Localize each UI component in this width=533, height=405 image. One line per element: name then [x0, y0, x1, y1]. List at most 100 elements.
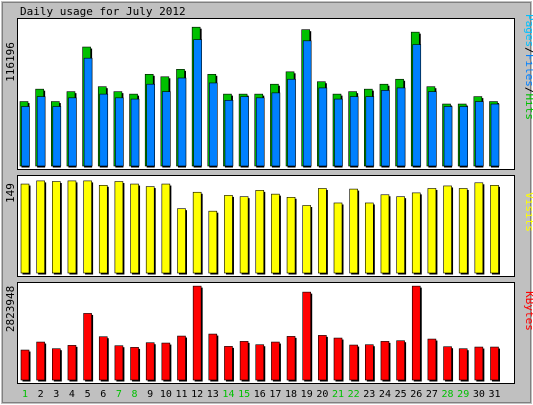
bars-layer: [19, 26, 500, 382]
visits-bar-day-13: [208, 210, 218, 274]
files-bar-day-31: [490, 103, 500, 167]
visits-bar-day-18: [286, 196, 296, 274]
day-label-8: 8: [132, 389, 138, 400]
files-bar-day-24: [381, 90, 390, 167]
legend-kbytes: KBytes: [523, 291, 533, 331]
kbytes-bar-day-8: [130, 347, 139, 381]
day-label-14: 14: [222, 389, 234, 400]
day-label-10: 10: [160, 389, 172, 400]
kbytes-bar-day-7: [114, 345, 124, 381]
visits-bar-day-2: [36, 180, 45, 274]
legend-sep-1: /: [523, 47, 533, 54]
files-bar-day-13: [209, 82, 218, 167]
day-label-24: 24: [379, 389, 391, 400]
day-label-31: 31: [488, 389, 500, 400]
visits-bar-day-7: [114, 181, 124, 274]
day-label-16: 16: [254, 389, 266, 400]
kbytes-bar-day-12: [192, 285, 202, 381]
kbytes-bar-day-10: [161, 342, 171, 381]
kbytes-bar-day-2: [36, 341, 45, 381]
kbytes-bar-day-1: [20, 349, 30, 381]
files-bar-day-2: [36, 96, 46, 167]
day-label-21: 21: [332, 389, 344, 400]
files-bar-day-21: [334, 98, 343, 167]
kbytes-bar-day-22: [349, 344, 358, 381]
day-label-23: 23: [363, 389, 375, 400]
files-bar-day-10: [162, 91, 171, 167]
kbytes-bar-day-30: [474, 346, 484, 381]
hits-ymax-label: 116196: [4, 42, 17, 82]
files-bar-day-5: [83, 57, 93, 167]
visits-bar-day-1: [20, 183, 30, 274]
legend-sep-2: /: [523, 87, 533, 94]
files-bar-day-6: [99, 93, 109, 167]
day-label-9: 9: [147, 389, 153, 400]
day-label-11: 11: [175, 389, 187, 400]
day-label-1: 1: [22, 389, 28, 400]
legend-hits: Hits: [523, 94, 533, 121]
visits-bar-day-12: [192, 191, 202, 274]
files-bar-day-11: [177, 77, 187, 167]
day-label-17: 17: [269, 389, 281, 400]
files-bar-day-19: [302, 40, 312, 167]
day-label-5: 5: [85, 389, 91, 400]
chart-title: Daily usage for July 2012: [20, 5, 186, 18]
kbytes-bar-day-3: [51, 348, 61, 381]
day-label-12: 12: [191, 389, 203, 400]
pages-files-hits-legend: Pages/Files/Hits: [523, 14, 533, 120]
files-bar-day-30: [475, 101, 484, 167]
kbytes-bar-day-17: [271, 341, 280, 381]
files-bar-day-20: [318, 87, 328, 167]
day-label-22: 22: [348, 389, 360, 400]
files-bar-day-1: [21, 106, 30, 167]
kbytes-bar-day-18: [286, 336, 296, 381]
files-bar-day-25: [396, 87, 406, 167]
visits-bar-day-11: [177, 208, 186, 274]
day-label-2: 2: [38, 389, 44, 400]
visits-bar-day-15: [239, 196, 249, 274]
visits-bar-day-31: [490, 185, 499, 274]
day-label-30: 30: [473, 389, 485, 400]
day-label-3: 3: [53, 389, 59, 400]
visits-bar-day-23: [364, 202, 374, 274]
visits-bar-day-28: [443, 185, 452, 274]
kbytes-bar-day-24: [380, 341, 390, 381]
visits-bar-day-3: [51, 181, 61, 274]
day-labels-layer: 1 2 3 4 5 6 7 8 9 10 11 12 13 14 15 16 17 18 19 20 21 22 23 24 2…: [22, 389, 501, 400]
kbytes-bar-day-15: [239, 341, 249, 381]
files-bar-day-27: [428, 91, 437, 167]
visits-bar-day-29: [458, 188, 468, 274]
visits-bar-day-17: [271, 193, 280, 274]
kbytes-legend: KBytes: [523, 291, 533, 331]
kbytes-bar-day-13: [208, 333, 218, 381]
files-bar-day-3: [52, 106, 62, 167]
day-label-25: 25: [395, 389, 407, 400]
visits-legend: Visits: [523, 192, 533, 232]
legend-files: Files: [523, 54, 533, 87]
legend-visits: Visits: [523, 192, 533, 232]
kbytes-bar-day-9: [145, 342, 155, 381]
visits-bar-day-10: [161, 183, 171, 274]
day-label-4: 4: [69, 389, 75, 400]
day-label-19: 19: [301, 389, 313, 400]
visits-bar-day-4: [67, 180, 77, 274]
files-bar-day-15: [240, 96, 249, 167]
day-label-27: 27: [426, 389, 438, 400]
visits-bar-day-5: [83, 180, 92, 274]
day-label-28: 28: [442, 389, 454, 400]
kbytes-bar-day-19: [302, 291, 312, 381]
day-label-13: 13: [207, 389, 219, 400]
files-bar-day-12: [193, 39, 202, 167]
kbytes-bar-day-11: [177, 335, 186, 381]
visits-bar-day-22: [349, 188, 358, 274]
files-bar-day-23: [365, 96, 375, 167]
kbytes-bar-day-29: [458, 348, 468, 381]
files-bar-day-4: [68, 97, 77, 167]
kbytes-bar-day-26: [411, 285, 421, 381]
kbytes-bar-day-6: [98, 336, 108, 381]
day-label-29: 29: [457, 389, 469, 400]
files-bar-day-16: [255, 97, 265, 167]
kbytes-bar-day-23: [364, 344, 374, 381]
